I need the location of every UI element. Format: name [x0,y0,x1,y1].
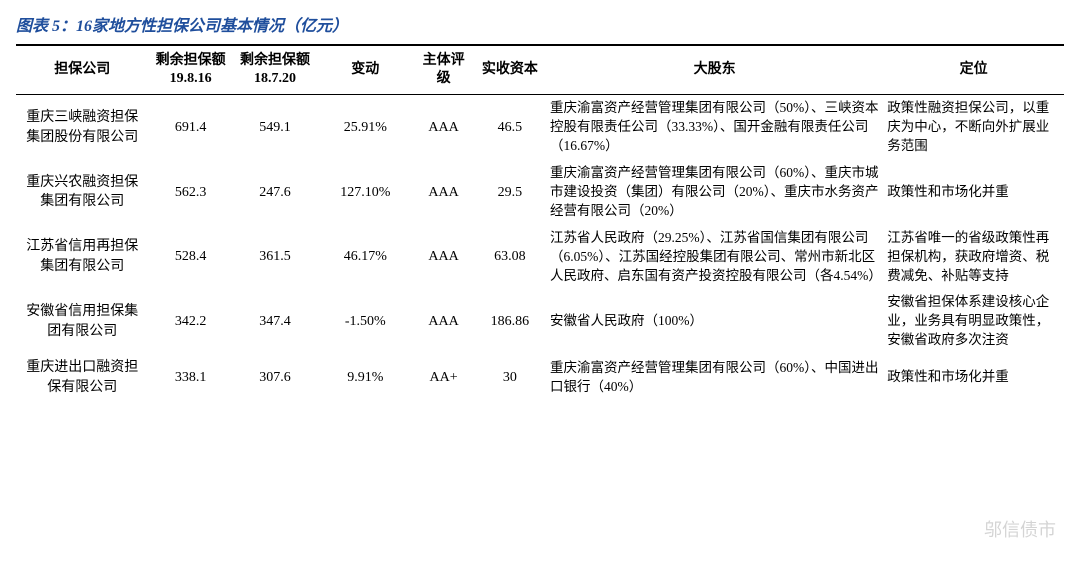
table-row: 江苏省信用再担保集团有限公司 528.4 361.5 46.17% AAA 63… [16,225,1064,290]
cell-amount1: 338.1 [149,354,233,401]
table-row: 安徽省信用担保集团有限公司 342.2 347.4 -1.50% AAA 186… [16,289,1064,354]
cell-position: 安徽省担保体系建设核心企业，业务具有明显政策性，安徽省政府多次注资 [883,289,1064,354]
cell-change: -1.50% [317,289,413,354]
header-rating: 主体评级 [413,45,473,95]
cell-company: 安徽省信用担保集团有限公司 [16,289,149,354]
cell-amount2: 307.6 [233,354,317,401]
cell-capital: 30 [474,354,546,401]
cell-capital: 63.08 [474,225,546,290]
cell-amount2: 361.5 [233,225,317,290]
cell-amount2: 347.4 [233,289,317,354]
cell-company: 重庆兴农融资担保集团有限公司 [16,160,149,225]
cell-position: 政策性和市场化并重 [883,160,1064,225]
table-row: 重庆兴农融资担保集团有限公司 562.3 247.6 127.10% AAA 2… [16,160,1064,225]
table-header-row: 担保公司 剩余担保额19.8.16 剩余担保额18.7.20 变动 主体评级 实… [16,45,1064,95]
cell-amount2: 549.1 [233,95,317,160]
header-capital: 实收资本 [474,45,546,95]
cell-capital: 186.86 [474,289,546,354]
cell-rating: AAA [413,225,473,290]
cell-company: 重庆进出口融资担保有限公司 [16,354,149,401]
cell-shareholder: 重庆渝富资产经营管理集团有限公司（60%）、重庆市城市建设投资（集团）有限公司（… [546,160,883,225]
cell-amount1: 691.4 [149,95,233,160]
cell-capital: 46.5 [474,95,546,160]
cell-rating: AAA [413,289,473,354]
table-row: 重庆进出口融资担保有限公司 338.1 307.6 9.91% AA+ 30 重… [16,354,1064,401]
cell-amount2: 247.6 [233,160,317,225]
cell-position: 江苏省唯一的省级政策性再担保机构，获政府增资、税费减免、补贴等支持 [883,225,1064,290]
cell-company: 江苏省信用再担保集团有限公司 [16,225,149,290]
cell-rating: AAA [413,95,473,160]
cell-company: 重庆三峡融资担保集团股份有限公司 [16,95,149,160]
cell-shareholder: 重庆渝富资产经营管理集团有限公司（60%）、中国进出口银行（40%） [546,354,883,401]
header-shareholder: 大股东 [546,45,883,95]
header-position: 定位 [883,45,1064,95]
cell-shareholder: 重庆渝富资产经营管理集团有限公司（50%）、三峡资本控股有限责任公司（33.33… [546,95,883,160]
cell-shareholder: 安徽省人民政府（100%） [546,289,883,354]
cell-rating: AA+ [413,354,473,401]
cell-shareholder: 江苏省人民政府（29.25%）、江苏省国信集团有限公司（6.05%）、江苏国经控… [546,225,883,290]
cell-amount1: 342.2 [149,289,233,354]
cell-change: 9.91% [317,354,413,401]
table-row: 重庆三峡融资担保集团股份有限公司 691.4 549.1 25.91% AAA … [16,95,1064,160]
header-amount2: 剩余担保额18.7.20 [233,45,317,95]
guarantee-companies-table: 担保公司 剩余担保额19.8.16 剩余担保额18.7.20 变动 主体评级 实… [16,44,1064,401]
cell-change: 25.91% [317,95,413,160]
chart-title: 图表 5：16家地方性担保公司基本情况（亿元） [16,8,1064,44]
header-company: 担保公司 [16,45,149,95]
cell-capital: 29.5 [474,160,546,225]
cell-position: 政策性融资担保公司，以重庆为中心，不断向外扩展业务范围 [883,95,1064,160]
watermark-text: 邬信债市 [984,516,1056,542]
cell-change: 127.10% [317,160,413,225]
cell-amount1: 562.3 [149,160,233,225]
cell-rating: AAA [413,160,473,225]
header-amount1: 剩余担保额19.8.16 [149,45,233,95]
cell-amount1: 528.4 [149,225,233,290]
cell-position: 政策性和市场化并重 [883,354,1064,401]
header-change: 变动 [317,45,413,95]
cell-change: 46.17% [317,225,413,290]
